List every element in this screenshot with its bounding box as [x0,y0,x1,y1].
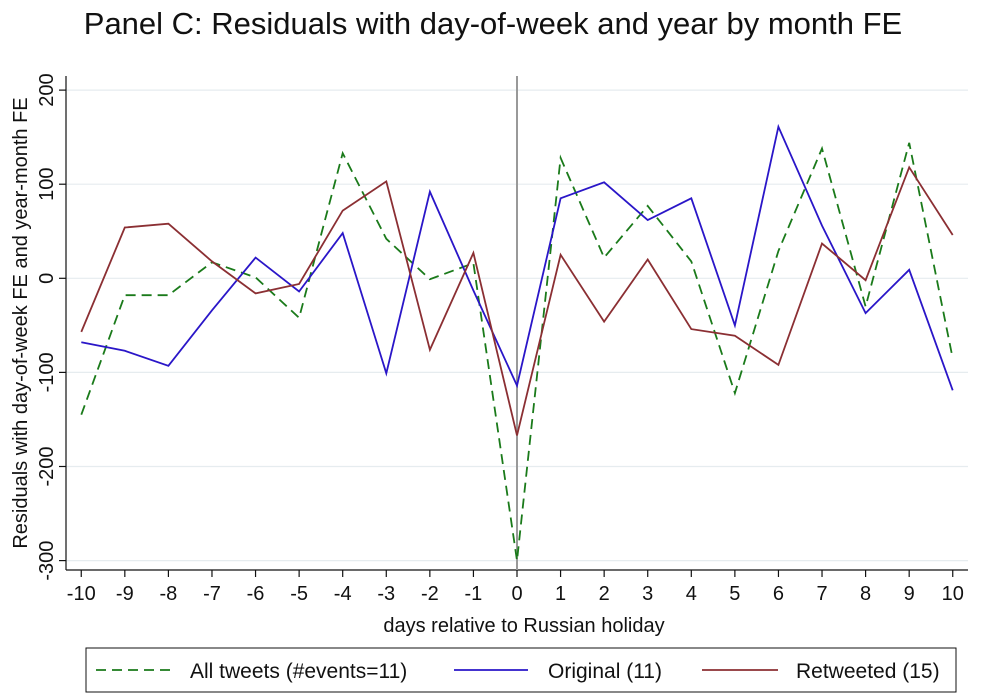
x-tick-label: -6 [247,583,265,605]
legend-label-2: Original (11) [548,660,662,683]
x-axis-title: days relative to Russian holiday [383,615,664,637]
y-tick-label: -200 [36,446,58,486]
y-tick-label: -100 [36,352,58,392]
x-tick-label: 10 [942,583,964,605]
x-tick-label: -9 [116,583,134,605]
x-tick-label: 7 [816,583,827,605]
x-tick-label: -8 [160,583,178,605]
y-ticks: 200 100 0 -100 -200 -300 [36,73,66,581]
x-tick-label: -3 [377,583,395,605]
x-tick-label: -5 [290,583,308,605]
x-tick-label: 0 [511,583,522,605]
y-tick-label: 100 [36,168,58,201]
legend-label-1: All tweets (#events=11) [190,660,407,683]
x-tick-label: 4 [686,583,697,605]
x-tick-label: 6 [773,583,784,605]
x-tick-label: 8 [860,583,871,605]
x-tick-label: 2 [599,583,610,605]
chart-title: Panel C: Residuals with day-of-week and … [83,6,903,41]
series-line-3 [80,165,954,436]
y-tick-label: 200 [36,73,58,106]
x-ticks: -10 -9 -8 -7 -6 -5 -4 -3 -2 -1 0 1 2 3 4 5 6 7 8 9 10 [67,570,964,605]
x-tick-label: -7 [203,583,221,605]
series-line-2 [81,123,954,391]
series-line-1 [80,142,954,561]
y-tick-label: 0 [36,273,58,284]
legend: All tweets (#events=11) Original (11) Retw… [85,647,957,693]
x-tick-label: -1 [465,583,483,605]
x-tick-label: -4 [334,583,352,605]
x-tick-label: 3 [642,583,653,605]
series-lines [80,123,954,561]
x-tick-label: -10 [67,583,96,605]
x-tick-label: 9 [904,583,915,605]
x-tick-label: -2 [421,583,439,605]
x-tick-label: 5 [729,583,740,605]
x-tick-label: 1 [555,583,566,605]
legend-label-3: Retweeted (15) [796,660,940,683]
y-tick-label: -300 [36,541,58,581]
y-axis-title: Residuals with day-of-week FE and year-m… [10,97,32,548]
